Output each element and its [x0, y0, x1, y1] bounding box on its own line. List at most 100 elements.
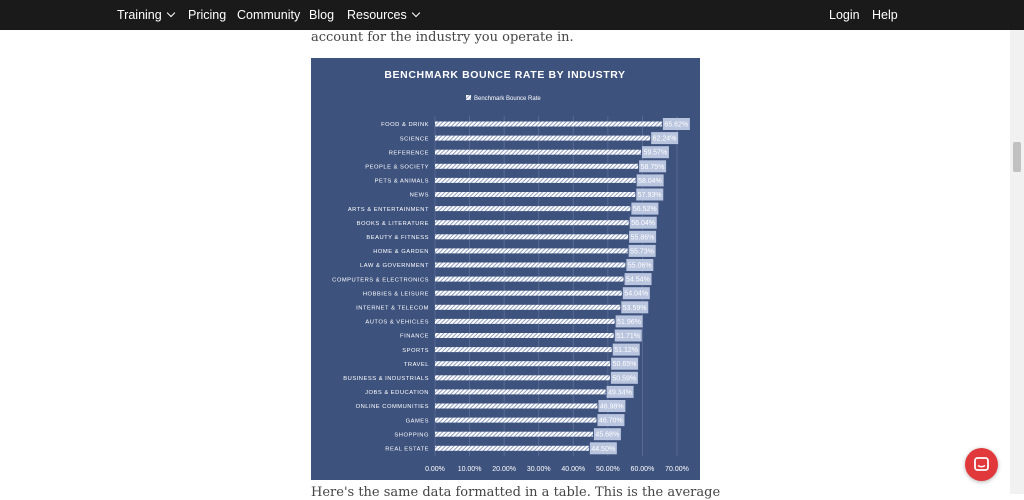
nav-resources[interactable]: Resources: [347, 0, 420, 30]
data-label-background: [612, 343, 640, 356]
chat-icon: [974, 457, 989, 471]
category-label: ARTS & ENTERTAINMENT: [348, 207, 429, 213]
x-tick-label: 50.00%: [596, 466, 620, 473]
category-label: REFERENCE: [389, 150, 429, 156]
category-label: REAL ESTATE: [385, 447, 429, 453]
scrollbar-track[interactable]: [1010, 30, 1024, 494]
bar: [435, 135, 651, 141]
nav-training[interactable]: Training: [117, 0, 175, 30]
nav-blog[interactable]: Blog: [309, 8, 335, 22]
x-tick-label: 0.00%: [425, 466, 445, 473]
data-label-background: [628, 244, 656, 257]
bar: [435, 333, 614, 338]
x-tick-label: 70.00%: [665, 466, 689, 473]
legend-swatch: [466, 95, 471, 100]
category-label: FINANCE: [400, 334, 429, 340]
bar: [435, 149, 641, 155]
data-label-background: [622, 287, 650, 300]
nav-resources-label: Resources: [347, 8, 407, 22]
bar: [435, 163, 639, 169]
data-label-background: [639, 160, 667, 173]
data-label-background: [621, 301, 649, 314]
category-label: SPORTS: [402, 348, 429, 354]
category-label: PETS & ANIMALS: [375, 179, 429, 185]
bar: [435, 417, 597, 423]
data-label: 51.96%: [617, 319, 641, 326]
data-label: 65.62%: [664, 122, 688, 129]
bar: [435, 403, 598, 409]
data-label-background: [606, 385, 634, 398]
data-label-background: [629, 230, 657, 243]
bar: [435, 347, 612, 353]
data-label: 58.04%: [638, 178, 662, 185]
chart-title: BENCHMARK BOUNCE RATE BY INDUSTRY: [384, 69, 625, 81]
data-label: 56.52%: [633, 206, 657, 213]
data-label-background: [651, 132, 679, 145]
data-label-background: [641, 146, 669, 159]
data-label: 59.57%: [643, 150, 667, 157]
article-paragraph-tail: Here's the same data formatted in a tabl…: [311, 485, 721, 500]
category-label: BOOKS & LITERATURE: [357, 221, 429, 227]
bar: [435, 431, 593, 437]
x-tick-label: 60.00%: [631, 466, 655, 473]
bar: [435, 361, 611, 367]
category-label: SHOPPING: [394, 432, 429, 438]
x-tick-label: 10.00%: [458, 466, 482, 473]
top-navigation-bar: Training Pricing Community Blog Resource…: [0, 0, 1024, 30]
category-label: HOBBIES & LEISURE: [363, 291, 429, 297]
data-label: 45.68%: [595, 432, 619, 439]
bar: [435, 234, 629, 240]
data-label: 51.71%: [616, 333, 640, 340]
data-label: 49.34%: [608, 389, 632, 396]
category-label: BEAUTY & FITNESS: [366, 235, 429, 241]
data-label-background: [589, 442, 617, 455]
data-label-background: [662, 118, 690, 130]
chart-svg: 0.00% 10.00% 20.00% 30.00% 40.00% 50.00% 60.00…: [332, 69, 690, 473]
data-label: 46.70%: [599, 418, 623, 425]
category-label: INTERNET & TELECOM: [356, 306, 429, 312]
nav-training-label: Training: [117, 8, 162, 22]
bar: [435, 177, 636, 183]
data-label: 55.06%: [628, 263, 652, 270]
bar: [435, 206, 631, 212]
category-label: NEWS: [410, 193, 429, 199]
x-tick-label: 30.00%: [527, 466, 551, 473]
data-label: 51.12%: [614, 347, 638, 354]
bar: [435, 262, 626, 268]
chat-launcher-button[interactable]: [965, 448, 998, 481]
category-label: COMPUTERS & ELECTRONICS: [332, 277, 429, 283]
bar: [435, 220, 629, 226]
bar: [435, 318, 615, 324]
data-label-background: [593, 428, 621, 441]
data-label: 50.59%: [612, 375, 636, 382]
data-label-background: [626, 259, 654, 271]
data-label-background: [610, 371, 638, 384]
bar: [435, 304, 621, 310]
nav-login[interactable]: Login: [829, 8, 860, 22]
data-label: 54.54%: [626, 277, 650, 284]
chevron-down-icon: [411, 8, 420, 18]
nav-community[interactable]: Community: [237, 8, 301, 22]
data-label-background: [624, 273, 652, 286]
data-label: 57.93%: [638, 192, 662, 199]
category-label: FOOD & DRINK: [381, 122, 429, 128]
bar: [435, 248, 628, 254]
bounce-rate-chart: 0.00% 10.00% 20.00% 30.00% 40.00% 50.00% 60.00…: [311, 58, 700, 480]
bar: [435, 389, 606, 395]
category-label: GAMES: [406, 418, 429, 424]
data-label: 50.65%: [613, 361, 637, 368]
data-label: 53.59%: [623, 305, 647, 312]
scrollbar-thumb[interactable]: [1013, 142, 1021, 172]
chevron-down-icon: [166, 8, 175, 18]
category-label: BUSINESS & INDUSTRIALS: [343, 376, 429, 382]
nav-help[interactable]: Help: [872, 8, 898, 22]
data-label-background: [636, 174, 664, 187]
data-label-background: [611, 357, 639, 370]
data-label-background: [631, 202, 659, 215]
nav-pricing[interactable]: Pricing: [188, 8, 227, 22]
data-label: 46.98%: [600, 404, 624, 411]
data-label: 55.73%: [630, 248, 654, 255]
category-label: AUTOS & VEHICLES: [365, 320, 429, 326]
data-label-background: [614, 329, 642, 342]
legend-label: Benchmark Bounce Rate: [474, 96, 541, 102]
